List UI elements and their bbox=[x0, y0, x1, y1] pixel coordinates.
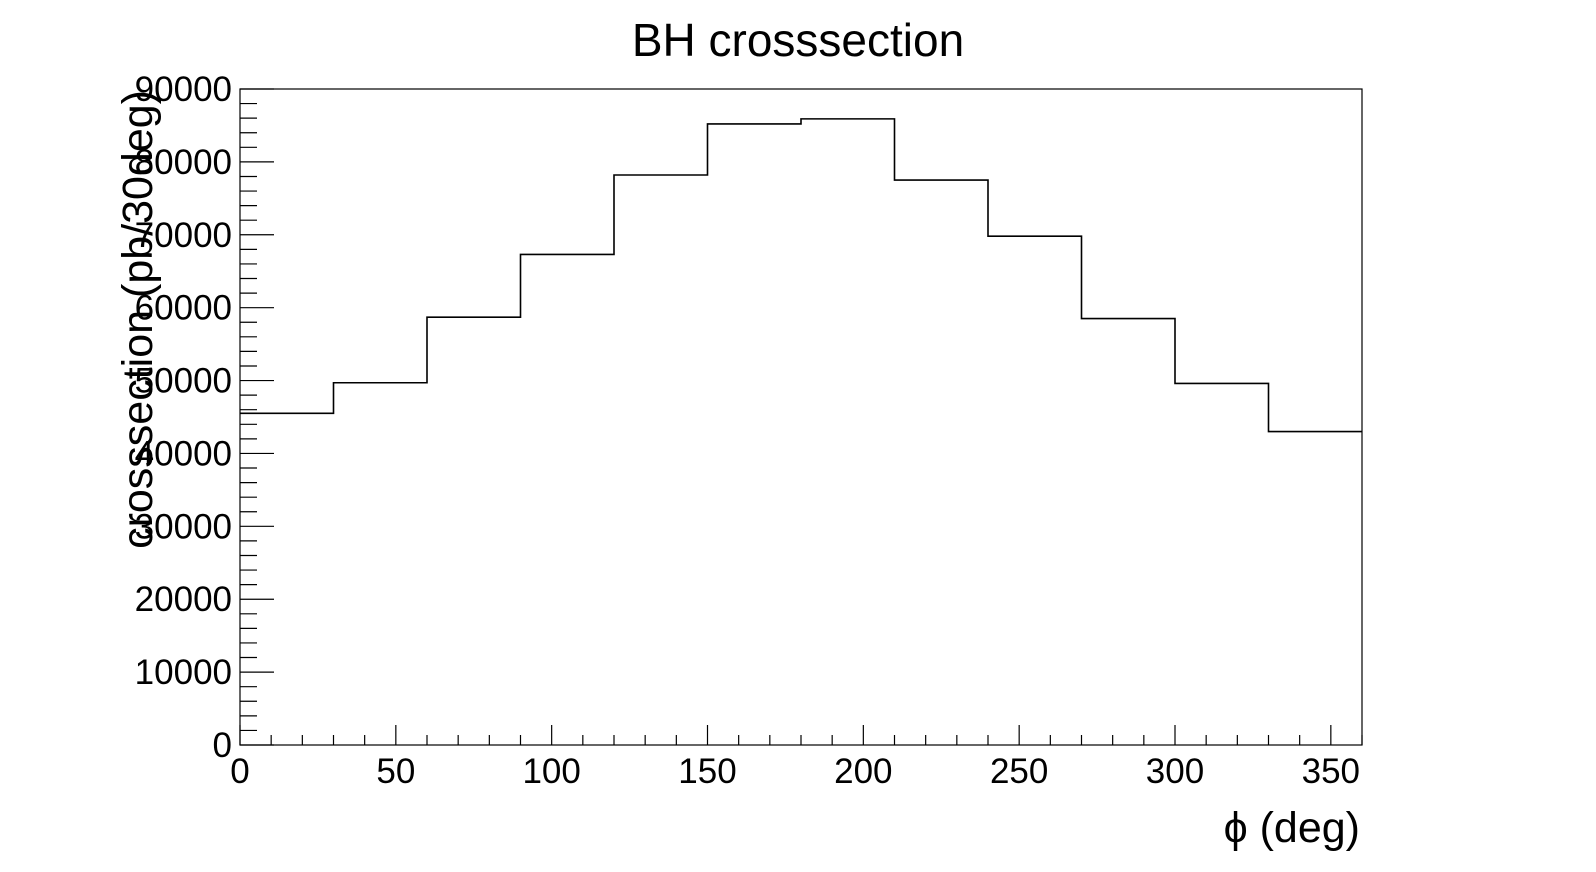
histogram-bin bbox=[1269, 432, 1363, 745]
y-tick-label: 60000 bbox=[135, 289, 232, 328]
histogram-bin bbox=[427, 317, 521, 745]
y-tick-label: 0 bbox=[213, 726, 232, 765]
x-tick-label: 200 bbox=[834, 752, 892, 791]
y-axis-tick-labels: 0 10000 20000 30000 40000 50000 60000 70000 8000… bbox=[135, 70, 232, 765]
y-tick-label: 90000 bbox=[135, 70, 232, 109]
y-tick-label: 10000 bbox=[135, 653, 232, 692]
histogram-bin bbox=[988, 236, 1082, 745]
histogram-bin bbox=[334, 383, 428, 745]
plot-frame bbox=[239, 88, 1363, 746]
histogram-bins bbox=[240, 119, 1362, 745]
y-axis-label: crosssection (pb/30deg) bbox=[114, 90, 162, 549]
histogram-bin bbox=[895, 180, 989, 745]
histogram-bin bbox=[1175, 383, 1269, 745]
y-tick-label: 20000 bbox=[135, 580, 232, 619]
histogram-bin bbox=[1082, 319, 1176, 745]
histogram-outline bbox=[240, 118, 1362, 433]
histogram-bin bbox=[614, 175, 708, 745]
y-tick-label: 70000 bbox=[135, 216, 232, 255]
chart-title: BH crosssection bbox=[632, 14, 964, 66]
y-tick-label: 40000 bbox=[135, 434, 232, 473]
x-tick-label: 350 bbox=[1302, 752, 1360, 791]
histogram-bin bbox=[708, 124, 802, 745]
x-axis-tick-labels: 0 50 100 150 200 250 300 350 bbox=[230, 752, 1360, 791]
x-tick-label: 50 bbox=[376, 752, 415, 791]
x-tick-label: 100 bbox=[522, 752, 580, 791]
y-axis-ticks bbox=[240, 88, 274, 746]
y-tick-label: 30000 bbox=[135, 507, 232, 546]
x-tick-label: 250 bbox=[990, 752, 1048, 791]
y-tick-label: 80000 bbox=[135, 143, 232, 182]
y-tick-label: 50000 bbox=[135, 362, 232, 401]
x-tick-label: 300 bbox=[1146, 752, 1204, 791]
histogram-bin bbox=[801, 119, 895, 745]
histogram-bin bbox=[521, 254, 615, 745]
x-tick-label: 0 bbox=[230, 752, 249, 791]
x-axis-label: ϕ (deg) bbox=[1224, 804, 1360, 852]
x-axis-ticks bbox=[239, 725, 1363, 745]
histogram-bin bbox=[240, 413, 334, 745]
x-tick-label: 150 bbox=[678, 752, 736, 791]
